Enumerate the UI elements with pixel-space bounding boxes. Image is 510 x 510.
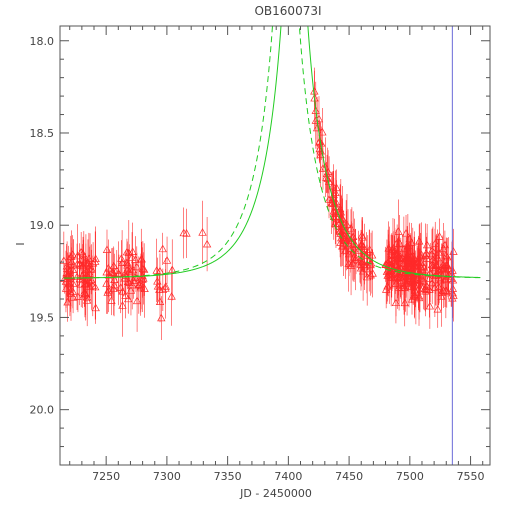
observation-points xyxy=(60,68,457,340)
x-tick-label: 7500 xyxy=(396,470,424,483)
data-point xyxy=(92,292,99,324)
data-point xyxy=(203,217,210,271)
y-axis-label: I xyxy=(14,242,27,245)
model-curve-solid xyxy=(64,0,481,278)
data-point xyxy=(169,239,176,300)
x-tick-label: 7450 xyxy=(335,470,363,483)
data-point xyxy=(154,272,161,301)
y-tick-label: 19.5 xyxy=(30,311,55,324)
data-point xyxy=(158,296,165,340)
x-tick-label: 7350 xyxy=(214,470,242,483)
y-tick-label: 18.5 xyxy=(30,127,55,140)
data-point xyxy=(163,237,170,285)
data-point xyxy=(199,201,206,264)
data-point xyxy=(168,267,175,326)
x-tick-label: 7400 xyxy=(274,470,302,483)
y-tick-label: 20.0 xyxy=(30,404,55,417)
x-tick-label: 7550 xyxy=(457,470,485,483)
x-axis-label: JD - 2450000 xyxy=(239,487,312,500)
model-curves xyxy=(64,0,481,278)
data-point xyxy=(125,220,132,285)
x-tick-label: 7300 xyxy=(153,470,181,483)
chart-title: OB160073I xyxy=(254,4,321,18)
model-curve-dashed xyxy=(64,0,481,278)
x-tick-label: 7250 xyxy=(92,470,120,483)
y-tick-label: 18.0 xyxy=(30,35,55,48)
y-tick-label: 19.0 xyxy=(30,219,55,232)
data-point xyxy=(103,230,110,270)
